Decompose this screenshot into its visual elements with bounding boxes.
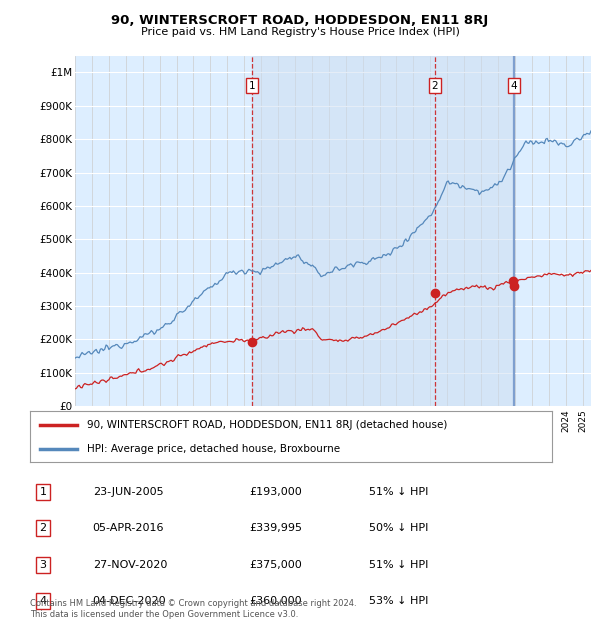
Text: 04-DEC-2020: 04-DEC-2020 <box>92 596 166 606</box>
Text: 53% ↓ HPI: 53% ↓ HPI <box>370 596 428 606</box>
Text: 27-NOV-2020: 27-NOV-2020 <box>92 560 167 570</box>
Text: £360,000: £360,000 <box>249 596 302 606</box>
Text: 23-JUN-2005: 23-JUN-2005 <box>92 487 163 497</box>
Text: Price paid vs. HM Land Registry's House Price Index (HPI): Price paid vs. HM Land Registry's House … <box>140 27 460 37</box>
Text: £339,995: £339,995 <box>249 523 302 533</box>
Text: 50% ↓ HPI: 50% ↓ HPI <box>370 523 428 533</box>
Text: 05-APR-2016: 05-APR-2016 <box>92 523 164 533</box>
Text: 2: 2 <box>40 523 47 533</box>
Text: 90, WINTERSCROFT ROAD, HODDESDON, EN11 8RJ (detached house): 90, WINTERSCROFT ROAD, HODDESDON, EN11 8… <box>88 420 448 430</box>
Text: 4: 4 <box>40 596 47 606</box>
Text: £375,000: £375,000 <box>249 560 302 570</box>
Text: 3: 3 <box>40 560 47 570</box>
Bar <box>253 56 514 406</box>
Text: 2: 2 <box>431 81 438 91</box>
Text: 1: 1 <box>249 81 256 91</box>
Text: Contains HM Land Registry data © Crown copyright and database right 2024.
This d: Contains HM Land Registry data © Crown c… <box>30 600 356 619</box>
Text: £193,000: £193,000 <box>249 487 302 497</box>
Text: 1: 1 <box>40 487 47 497</box>
Text: 4: 4 <box>511 81 517 91</box>
Text: 51% ↓ HPI: 51% ↓ HPI <box>370 560 428 570</box>
Text: HPI: Average price, detached house, Broxbourne: HPI: Average price, detached house, Brox… <box>88 444 341 454</box>
Text: 90, WINTERSCROFT ROAD, HODDESDON, EN11 8RJ: 90, WINTERSCROFT ROAD, HODDESDON, EN11 8… <box>112 14 488 27</box>
Text: 51% ↓ HPI: 51% ↓ HPI <box>370 487 428 497</box>
